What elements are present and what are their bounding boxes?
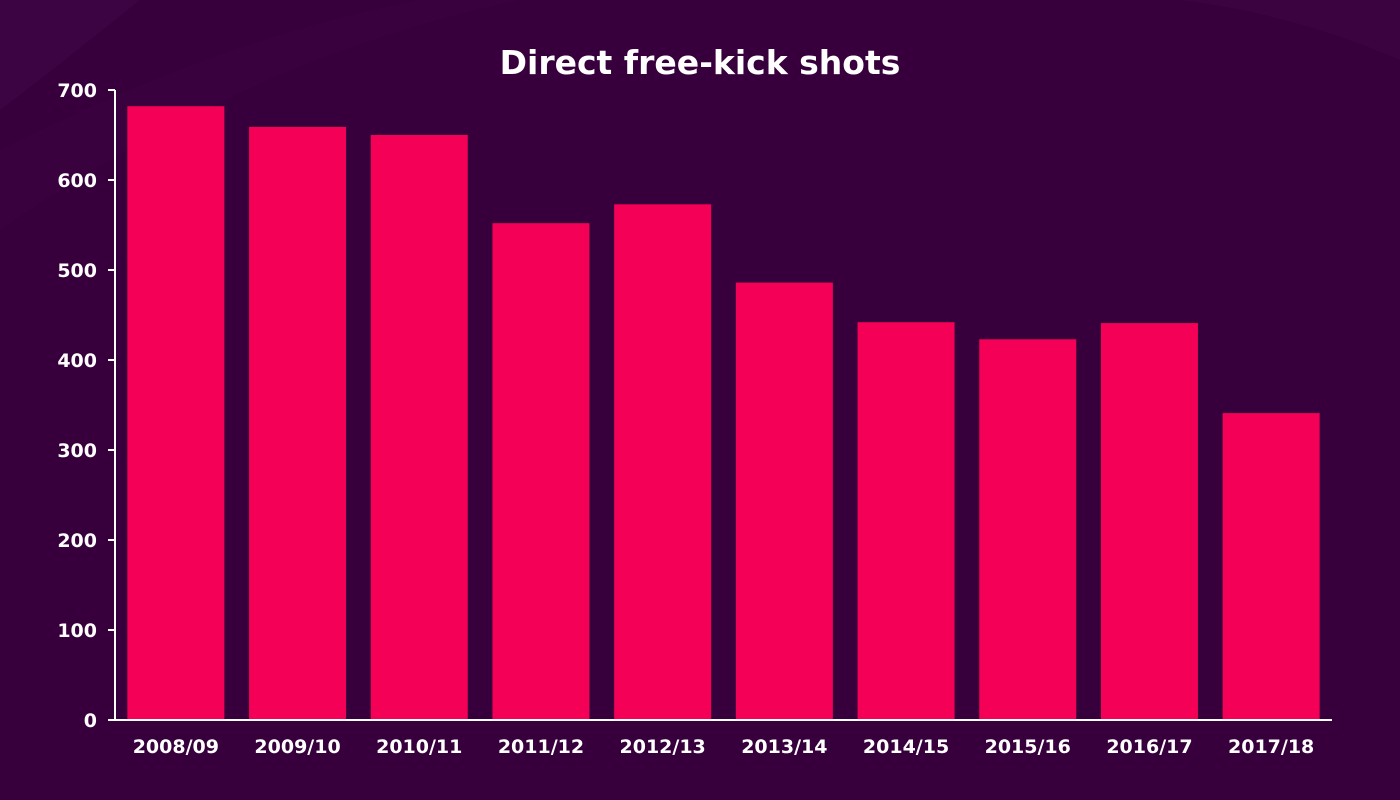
bar-2008-09 (127, 106, 225, 720)
bar-2012-13 (614, 204, 712, 721)
y-tick-label: 300 (57, 440, 97, 462)
chart-title: Direct free-kick shots (500, 43, 901, 82)
x-tick-label: 2008/09 (133, 736, 219, 758)
bars (127, 106, 1320, 721)
bar-2009-10 (249, 126, 347, 720)
x-tick-label: 2014/15 (863, 736, 949, 758)
y-tick-label: 700 (57, 80, 97, 102)
bar-2013-14 (735, 282, 833, 720)
y-tick-label: 0 (84, 710, 97, 732)
y-tick-label: 600 (57, 170, 97, 192)
x-tick-label: 2017/18 (1228, 736, 1314, 758)
x-tick-label: 2016/17 (1106, 736, 1192, 758)
y-tick-label: 200 (57, 530, 97, 552)
y-tick-label: 400 (57, 350, 97, 372)
y-tick-label: 100 (57, 620, 97, 642)
bar-2017-18 (1222, 413, 1320, 720)
x-tick-label: 2012/13 (620, 736, 706, 758)
x-tick-label: 2009/10 (254, 736, 340, 758)
x-tick-label: 2011/12 (498, 736, 584, 758)
y-axis-ticks: 0 100 200 300 400 500 600 700 (57, 80, 115, 732)
bar-2010-11 (370, 135, 468, 720)
bar-2015-16 (979, 339, 1077, 720)
bar-2011-12 (492, 223, 590, 720)
x-tick-label: 2010/11 (376, 736, 462, 758)
x-tick-label: 2015/16 (985, 736, 1071, 758)
x-tick-label: 2013/14 (741, 736, 827, 758)
x-axis-ticks: 2008/09 2009/10 2010/11 2011/12 2012/13 2013/… (133, 736, 1315, 758)
y-tick-label: 500 (57, 260, 97, 282)
bar-2014-15 (857, 322, 955, 720)
background-swoosh-decoration (0, 0, 1400, 230)
bar-2016-17 (1100, 323, 1198, 720)
